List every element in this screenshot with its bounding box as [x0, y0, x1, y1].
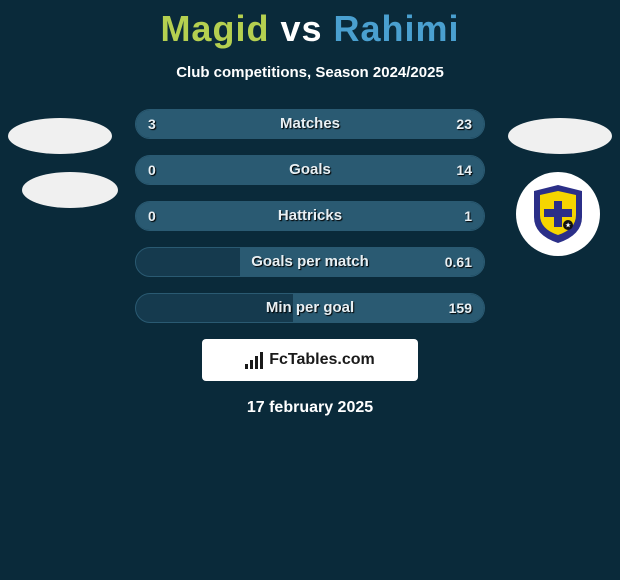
- stat-row: 0Hattricks1: [135, 201, 485, 231]
- stat-right-value: 1: [464, 202, 472, 230]
- player2-club-badge: [516, 172, 600, 256]
- stat-label: Min per goal: [136, 294, 484, 322]
- stat-row: 3Matches23: [135, 109, 485, 139]
- stat-right-value: 14: [456, 156, 472, 184]
- stat-label: Hattricks: [136, 202, 484, 230]
- comparison-title: Magid vs Rahimi: [0, 0, 620, 50]
- player2-name: Rahimi: [334, 8, 460, 49]
- stats-container: 3Matches23 0Goals14 0Hattricks1 Goals per m…: [135, 109, 485, 323]
- player1-name: Magid: [160, 8, 269, 49]
- bars-icon: [245, 351, 263, 369]
- stat-row: 0Goals14: [135, 155, 485, 185]
- vs-label: vs: [280, 8, 322, 49]
- shield-icon: [534, 185, 582, 243]
- date-label: 17 february 2025: [0, 399, 620, 417]
- stat-label: Goals per match: [136, 248, 484, 276]
- subtitle: Club competitions, Season 2024/2025: [0, 64, 620, 81]
- stat-row: Goals per match0.61: [135, 247, 485, 277]
- stat-row: Min per goal159: [135, 293, 485, 323]
- branding-box: FcTables.com: [202, 339, 418, 381]
- stat-right-value: 159: [449, 294, 472, 322]
- stat-label: Goals: [136, 156, 484, 184]
- stat-label: Matches: [136, 110, 484, 138]
- branding-text: FcTables.com: [269, 351, 375, 369]
- stat-right-value: 23: [456, 110, 472, 138]
- player2-photo-placeholder: [508, 118, 612, 154]
- player1-club-placeholder: [22, 172, 118, 208]
- stat-right-value: 0.61: [445, 248, 472, 276]
- player1-photo-placeholder: [8, 118, 112, 154]
